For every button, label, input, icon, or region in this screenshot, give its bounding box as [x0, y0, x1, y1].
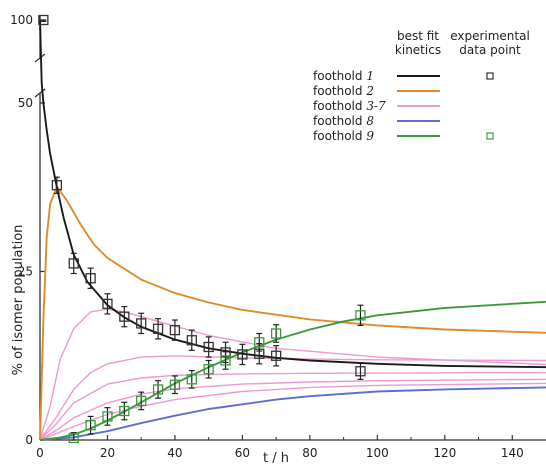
legend-label-foothold-3-7: foothold 3-7 [313, 99, 386, 113]
data-point-foothold-1 [355, 366, 366, 377]
data-point-foothold-1 [51, 180, 63, 191]
data-point-foothold-9 [169, 379, 181, 390]
data-point-foothold-1 [203, 341, 214, 353]
data-point-foothold-1 [119, 311, 130, 322]
data-point-foothold-1 [68, 258, 79, 269]
data-point-foothold-1 [38, 14, 49, 26]
data-point-foothold-9 [102, 411, 113, 422]
fit-curve-foothold-9 [39, 300, 546, 441]
data-point-foothold-9 [355, 310, 366, 321]
x-tick-label: 100 [366, 446, 389, 460]
data-point-foothold-9 [220, 355, 231, 366]
data-point-foothold-9 [270, 328, 282, 339]
y-axis-break-mark [34, 88, 46, 98]
data-point-foothold-1 [102, 298, 113, 310]
legend-header-exp: experimental [450, 29, 530, 43]
fit-curve-foothold-1 [39, 19, 546, 369]
data-point-foothold-1 [237, 349, 248, 360]
data-point-foothold-9 [136, 395, 147, 407]
data-point-foothold-9 [68, 432, 79, 444]
x-tick-label: 140 [501, 446, 524, 460]
y-tick-label: 100 [10, 13, 33, 27]
fit-curve-foothold-3-7 [39, 308, 546, 441]
legend-label-foothold-8: foothold 8 [313, 114, 374, 128]
legend-header-exp: data point [459, 43, 521, 57]
data-point-foothold-1 [85, 273, 96, 284]
x-tick-label: 120 [433, 446, 456, 460]
data-point-foothold-9 [254, 337, 265, 348]
data-point-foothold-1 [136, 318, 147, 329]
data-point-foothold-1 [270, 350, 282, 361]
fit-curve-foothold-3-7 [39, 355, 546, 441]
data-point-foothold-9 [152, 384, 164, 395]
x-tick-label: 40 [167, 446, 182, 460]
legend-marker-foothold-9 [486, 132, 494, 140]
data-point-foothold-1 [169, 324, 181, 336]
legend-marker-foothold-1 [486, 72, 494, 80]
y-tick-label: 25 [18, 265, 33, 279]
legend-label-foothold-1: foothold 1 [313, 69, 374, 83]
data-point-foothold-1 [152, 323, 164, 334]
fit-curve-foothold-2 [39, 185, 546, 441]
data-point-foothold-9 [119, 405, 130, 417]
x-tick-label: 0 [36, 446, 44, 460]
fit-curve-foothold-3-7 [39, 371, 546, 441]
legend-header-fit: kinetics [395, 43, 441, 57]
legend-label-foothold-2: foothold 2 [313, 84, 374, 98]
legend-label-foothold-9: foothold 9 [313, 129, 374, 143]
axes: 0 20 40 60 80 100 120 140 0 25 50 100 t / h % of isom… [10, 13, 546, 466]
data-point-foothold-9 [203, 364, 214, 375]
y-axis-label: % of isomer population [11, 225, 26, 376]
legend-header-fit: best fit [397, 29, 439, 43]
data-point-foothold-1 [186, 335, 197, 346]
x-tick-label: 80 [302, 446, 317, 460]
y-axis-break-mark [34, 53, 46, 63]
data-points [38, 14, 366, 444]
y-tick-label: 0 [25, 433, 33, 447]
fit-curve-foothold-3-7 [39, 382, 546, 441]
fit-curves [39, 19, 546, 441]
fit-curve-foothold-8 [39, 386, 546, 441]
x-axis-label: t / h [263, 451, 289, 466]
data-point-foothold-9 [186, 374, 197, 385]
y-tick-label: 50 [18, 96, 33, 110]
data-point-foothold-9 [85, 420, 96, 431]
x-tick-label: 20 [100, 446, 115, 460]
x-tick-label: 60 [235, 446, 250, 460]
